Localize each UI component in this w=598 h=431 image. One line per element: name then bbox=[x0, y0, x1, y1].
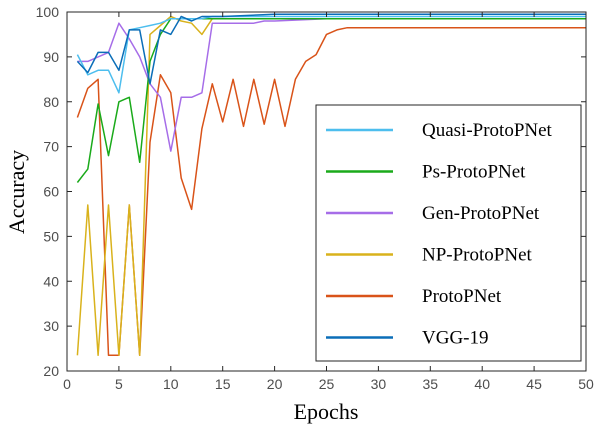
x-axis-title: Epochs bbox=[294, 399, 359, 424]
y-tick-label: 80 bbox=[43, 94, 59, 110]
tick-layer: 0 5 10 15 20 25 30 35 40 45 50 20 30 40 50 60 70 80 90 100 bbox=[36, 4, 594, 392]
legend-label-ps-protopnet: Ps-ProtoPNet bbox=[422, 162, 526, 183]
x-tick-label: 30 bbox=[371, 376, 387, 392]
y-tick-label: 100 bbox=[36, 4, 60, 20]
series-layer bbox=[76, 13, 586, 357]
y-tick-label: 70 bbox=[43, 139, 59, 155]
y-tick-label: 40 bbox=[43, 273, 59, 289]
y-axis-title: Accuracy bbox=[4, 150, 29, 234]
x-tick-label: 10 bbox=[163, 376, 179, 392]
x-tick-label: 25 bbox=[319, 376, 335, 392]
x-tick-label: 35 bbox=[423, 376, 439, 392]
y-tick-label: 50 bbox=[43, 228, 59, 244]
x-tick-label: 40 bbox=[474, 376, 490, 392]
legend-label-gen-protopnet: Gen-ProtoPNet bbox=[422, 203, 540, 224]
x-tick-label: 0 bbox=[63, 376, 71, 392]
y-tick-label: 60 bbox=[43, 184, 59, 200]
legend-label-quasi-protopnet: Quasi-ProtoPNet bbox=[422, 120, 553, 141]
series-line-ps-protopnet bbox=[76, 17, 586, 183]
y-tick-label: 30 bbox=[43, 318, 59, 334]
series-line-gen-protopnet bbox=[77, 17, 586, 152]
legend-label-vgg-19: VGG-19 bbox=[422, 328, 489, 349]
y-tick-label: 90 bbox=[43, 49, 59, 65]
y-tick-label: 20 bbox=[43, 363, 59, 379]
x-tick-label: 50 bbox=[578, 376, 594, 392]
x-tick-label: 45 bbox=[526, 376, 542, 392]
legend-label-np-protopnet: NP-ProtoPNet bbox=[422, 245, 533, 266]
x-tick-label: 15 bbox=[215, 376, 231, 392]
legend: Quasi-ProtoPNet Ps-ProtoPNet Gen-ProtoPNet… bbox=[315, 104, 582, 362]
x-tick-label: 20 bbox=[267, 376, 283, 392]
legend-box bbox=[315, 104, 582, 362]
x-tick-label: 5 bbox=[115, 376, 123, 392]
legend-label-protopnet: ProtoPNet bbox=[422, 286, 502, 307]
series-line-vgg-19 bbox=[76, 13, 586, 85]
